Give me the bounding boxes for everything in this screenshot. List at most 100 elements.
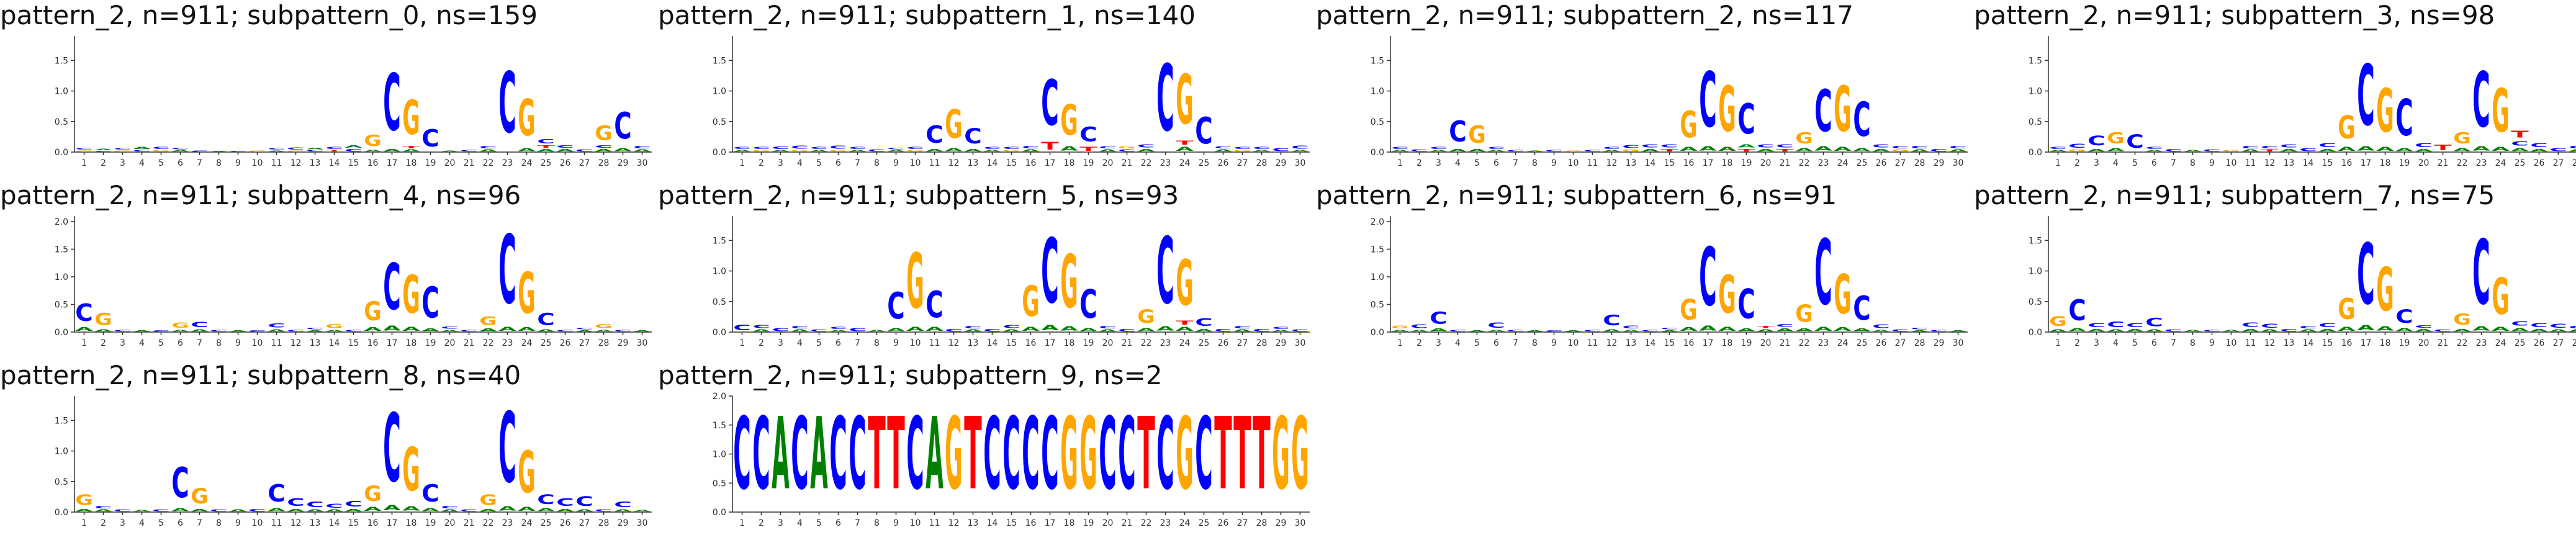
y-tick-label: 0.0 [713, 508, 726, 518]
logo-letter-A: A [1099, 329, 1117, 332]
x-tick-label: 30 [1295, 518, 1306, 528]
logo-letter-A: A [1911, 330, 1929, 332]
x-tick-label: 8 [2190, 158, 2195, 168]
logo-letter-C: C [1410, 324, 1428, 330]
logo-letter-G: G [171, 322, 189, 330]
x-tick-label: 5 [2132, 158, 2138, 168]
y-tick-label: 1.5 [2029, 56, 2042, 66]
logo-letter-A: A [1603, 329, 1621, 332]
x-tick-label: 16 [1025, 518, 1037, 528]
y-tick-label: 0.5 [2029, 297, 2042, 307]
x-tick-label: 17 [1045, 158, 1056, 168]
logo-letter-C: C [1699, 230, 1717, 325]
logo-letter-C: C [1622, 325, 1640, 329]
x-tick-label: 19 [1741, 338, 1752, 348]
x-tick-label: 14 [987, 158, 998, 168]
logo-letter-A: A [868, 330, 886, 332]
logo-letter-C: C [752, 397, 770, 513]
x-tick-label: 6 [178, 518, 183, 528]
logo-letter-T: T [325, 150, 344, 152]
logo-letter-A: A [1737, 328, 1755, 332]
y-tick-label: 0.0 [55, 328, 68, 338]
logo-letter-A: A [1253, 150, 1271, 152]
logo-letter-C: C [1487, 321, 1505, 330]
y-tick-label: 0.5 [713, 117, 726, 127]
x-tick-label: 13 [2284, 338, 2295, 348]
logo-letter-A: A [94, 329, 112, 332]
logo-letter-T: T [2511, 129, 2529, 140]
y-tick-label: 0.5 [55, 477, 68, 487]
logo-letter-A: A [306, 330, 325, 332]
x-tick-label: 9 [893, 338, 899, 348]
logo-letter-C: C [1195, 110, 1213, 152]
x-tick-label: 21 [464, 338, 475, 348]
x-tick-label: 27 [579, 158, 590, 168]
logo-letter-C: C [1814, 221, 1832, 325]
x-tick-label: 1 [1397, 338, 1403, 348]
logo-letter-C: C [1272, 326, 1290, 330]
logo-letter-G: G [1622, 149, 1640, 152]
logo-letter-C: C [325, 503, 343, 509]
logo-letter-A: A [306, 509, 325, 512]
logo-letter-G: G [906, 150, 924, 152]
y-tick-label: 1.0 [55, 87, 68, 97]
logo-letter-C: C [1391, 146, 1409, 150]
logo-letter-C: C [2261, 145, 2279, 149]
x-tick-label: 6 [178, 158, 183, 168]
logo-letter-C: C [383, 58, 401, 149]
x-tick-label: 18 [1722, 158, 1733, 168]
logo-letter-C: C [2261, 323, 2279, 329]
logo-letter-C: C [1911, 145, 1929, 149]
x-tick-label: 16 [1683, 158, 1695, 168]
logo-letter-A: A [772, 397, 790, 512]
logo-letter-C: C [887, 285, 905, 327]
logo-letter-G: G [2376, 256, 2394, 325]
logo-letter-C: C [345, 330, 363, 333]
logo-letter-A: A [1487, 330, 1506, 332]
logo-letter-C: C [810, 329, 828, 332]
logo-letter-C: C [1949, 145, 1967, 149]
logo-letter-A: A [556, 148, 574, 152]
sequence-logo-chart: 0.00.51.01.51 2 3 4 5 6 7 8 9 10 11 12 13 14 15 16 17 18 1… [1371, 36, 1968, 168]
logo-letter-C: C [1079, 124, 1097, 146]
logo-letter-G: G [75, 150, 93, 152]
logo-letter-A: A [1814, 326, 1832, 333]
x-tick-label: 19 [2399, 158, 2410, 168]
logo-letter-T: T [1233, 397, 1251, 512]
x-tick-label: 29 [1276, 518, 1287, 528]
x-tick-label: 9 [235, 158, 241, 168]
x-tick-label: 4 [1455, 158, 1461, 168]
y-tick-label: 0.0 [1371, 328, 1384, 338]
logo-letter-G: G [945, 397, 963, 512]
logo-letter-C: C [1872, 143, 1890, 148]
x-tick-label: 6 [1493, 158, 1499, 168]
logo-letter-C: C [752, 146, 770, 150]
y-tick-label: 1.5 [1371, 245, 1384, 254]
logo-letter-A: A [1834, 146, 1852, 152]
logo-letter-C: C [1699, 57, 1717, 145]
x-tick-label: 21 [1780, 338, 1791, 348]
logo-letter-C: C [2395, 307, 2413, 328]
logo-letter-A: A [1776, 328, 1794, 332]
logo-letter-A: A [1834, 326, 1852, 332]
x-tick-label: 27 [1895, 158, 1906, 168]
logo-letter-C: C [2395, 89, 2413, 147]
x-tick-label: 13 [1626, 338, 1637, 348]
logo-letter-C: C [1583, 150, 1601, 152]
logo-letter-A: A [1041, 324, 1060, 332]
x-tick-label: 20 [444, 338, 456, 348]
x-tick-label: 7 [855, 338, 860, 348]
x-tick-label: 19 [1083, 518, 1094, 528]
logo-letter-A: A [1757, 148, 1775, 152]
x-tick-label: 25 [1857, 338, 1868, 348]
panel-title: pattern_2, n=911; subpattern_8, ns=40 [0, 360, 521, 390]
logo-letter-C: C [325, 146, 343, 150]
x-tick-label: 16 [1683, 338, 1695, 348]
logo-letter-C: C [152, 330, 170, 333]
x-tick-label: 8 [2190, 338, 2195, 348]
logo-letter-A: A [2530, 148, 2548, 152]
logo-letter-A: A [171, 150, 190, 152]
logo-letter-A: A [383, 504, 402, 512]
y-tick-label: 1.0 [713, 87, 726, 97]
y-tick-label: 0.5 [713, 479, 726, 488]
